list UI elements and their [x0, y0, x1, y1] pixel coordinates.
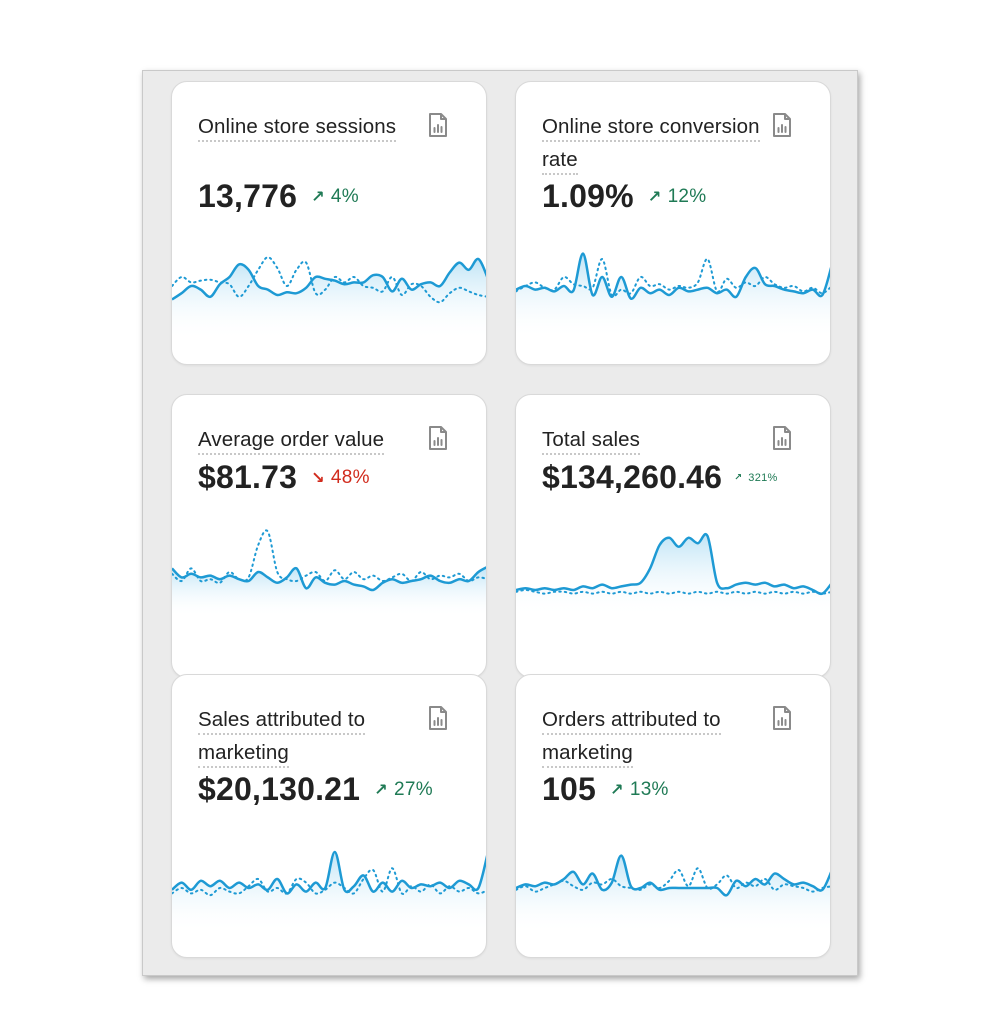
sparkline-chart — [516, 533, 830, 617]
metric-value: $81.73 — [198, 459, 298, 495]
sparkline-previous-period — [172, 256, 486, 304]
arrow-up-right-icon: ↗ — [374, 780, 388, 799]
metric-row: $20,130.21 ↗ 27% — [198, 771, 433, 808]
delta-badge: ↗ 13% — [610, 779, 669, 801]
card-title[interactable]: Orders attributed to marketing — [542, 703, 762, 769]
sparkline-chart — [516, 252, 830, 340]
sparkline-area — [172, 258, 486, 340]
card-title[interactable]: Online store sessions — [198, 110, 418, 143]
metric-row: 1.09% ↗ 12% — [542, 178, 707, 215]
sparkline-chart — [172, 256, 486, 340]
delta-value: 13% — [629, 778, 669, 800]
sparkline-area — [516, 253, 830, 340]
delta-value: 4% — [330, 185, 359, 207]
delta-badge: ↘ 48% — [311, 467, 370, 489]
delta-badge: ↗ 27% — [374, 779, 433, 801]
sparkline-current-period — [172, 257, 486, 301]
sparkline-area — [516, 534, 830, 617]
metric-row: 13,776 ↗ 4% — [198, 178, 359, 215]
delta-badge: ↗ 12% — [648, 186, 707, 208]
sparkline-current-period — [172, 566, 486, 592]
arrow-up-right-icon: ↗ — [647, 187, 662, 206]
sparkline-current-period — [516, 533, 830, 596]
metric-card-total-sales[interactable]: Total sales $134,260.46 ↗ 321% — [515, 394, 831, 678]
sparkline-current-period — [516, 854, 830, 897]
sparkline-chart — [172, 850, 486, 933]
sparkline-chart — [172, 529, 486, 617]
arrow-up-right-icon: ↗ — [734, 472, 743, 482]
report-icon[interactable] — [770, 705, 794, 731]
metric-value: 1.09% — [542, 178, 634, 214]
metric-value: 105 — [542, 771, 596, 807]
sparkline-area — [172, 851, 486, 933]
report-icon[interactable] — [426, 705, 450, 731]
metric-row: 105 ↗ 13% — [542, 771, 669, 808]
report-icon[interactable] — [426, 425, 450, 451]
metric-value: 13,776 — [198, 178, 298, 214]
sparkline-chart — [516, 854, 830, 933]
metric-card-online-store-sessions[interactable]: Online store sessions 13,776 ↗ 4% — [171, 81, 487, 365]
metric-card-orders-attributed-to-marketing[interactable]: Orders attributed to marketing 105 ↗ 13% — [515, 674, 831, 958]
metric-row: $81.73 ↘ 48% — [198, 459, 370, 496]
delta-badge: ↗ 4% — [311, 186, 359, 208]
metric-card-sales-attributed-to-marketing[interactable]: Sales attributed to marketing $20,130.21… — [171, 674, 487, 958]
sparkline-previous-period — [516, 257, 830, 298]
card-title[interactable]: Average order value — [198, 423, 418, 456]
metric-card-average-order-value[interactable]: Average order value $81.73 ↘ 48% — [171, 394, 487, 678]
card-title[interactable]: Sales attributed to marketing — [198, 703, 418, 769]
report-icon[interactable] — [770, 112, 794, 138]
arrow-down-right-icon: ↘ — [311, 468, 325, 487]
sparkline-previous-period — [172, 529, 486, 584]
arrow-up-right-icon: ↗ — [610, 780, 624, 799]
delta-value: 48% — [330, 466, 370, 488]
delta-value: 12% — [667, 185, 707, 207]
sparkline-area — [516, 855, 830, 933]
sparkline-previous-period — [516, 588, 830, 595]
sparkline-previous-period — [172, 867, 486, 897]
card-title[interactable]: Online store conversion rate — [542, 110, 762, 176]
report-icon[interactable] — [770, 425, 794, 451]
metric-value: $20,130.21 — [198, 771, 361, 807]
dashboard-panel: Online store sessions 13,776 ↗ 4% Online… — [142, 70, 858, 976]
delta-value: 27% — [393, 778, 433, 800]
arrow-up-right-icon: ↗ — [311, 187, 325, 206]
delta-value: 321% — [748, 471, 778, 484]
sparkline-current-period — [516, 252, 830, 300]
sparkline-area — [172, 567, 486, 617]
metric-value: $134,260.46 — [542, 459, 723, 495]
delta-badge: ↗ 321% — [734, 472, 777, 484]
metric-row: $134,260.46 ↗ 321% — [542, 459, 778, 496]
sparkline-current-period — [172, 850, 486, 895]
card-title[interactable]: Total sales — [542, 423, 762, 456]
metric-card-online-store-conversion-rate[interactable]: Online store conversion rate 1.09% ↗ 12% — [515, 81, 831, 365]
report-icon[interactable] — [426, 112, 450, 138]
